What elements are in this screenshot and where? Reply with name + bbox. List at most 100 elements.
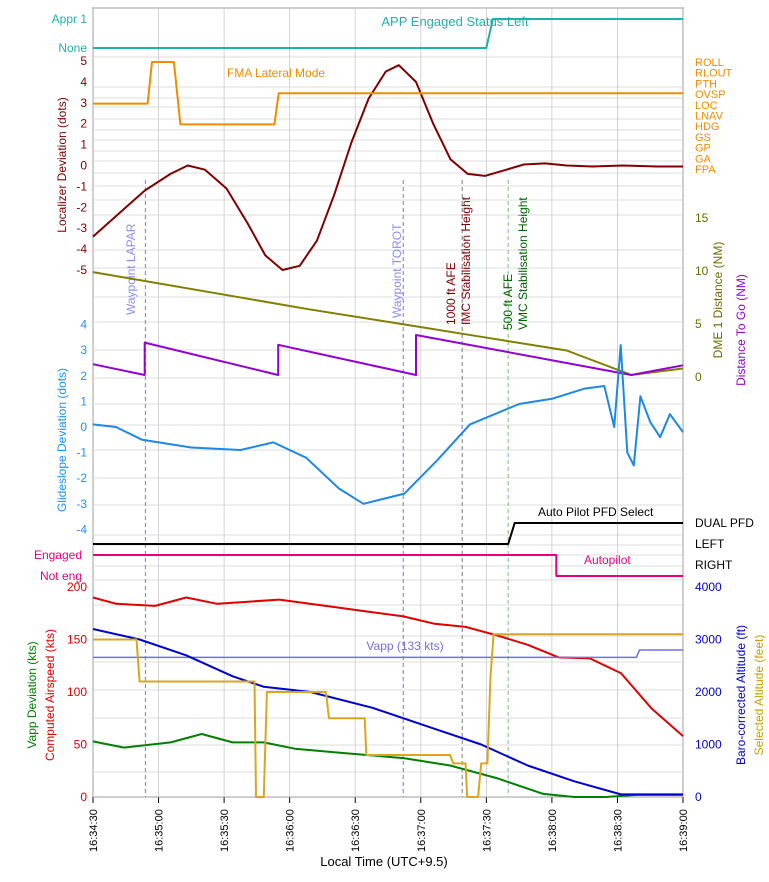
fma-mode-tick: GP — [695, 143, 711, 155]
gs-tick: 2 — [80, 369, 87, 383]
cas-axis-title: Computed Airspeed (kts) — [43, 629, 57, 761]
altitude-tick: 4000 — [695, 580, 722, 594]
x-tick-label: 16:37:00 — [416, 809, 428, 852]
fma-label: FMA Lateral Mode — [227, 66, 325, 80]
altitude-tick: 1000 — [695, 738, 722, 752]
fma-mode-tick: PTH — [695, 78, 717, 90]
fma-mode-tick: LNAV — [695, 111, 724, 123]
x-tick-label: 16:35:30 — [219, 809, 231, 852]
loc-axis-title: Localizer Deviation (dots) — [55, 97, 69, 232]
loc-tick: 3 — [80, 96, 87, 110]
gs-tick: 4 — [80, 318, 87, 332]
gs-tick: 3 — [80, 343, 87, 357]
altitude-tick: 0 — [695, 790, 702, 804]
marker-label: 500 ft AFE — [501, 274, 515, 330]
x-axis-title: Local Time (UTC+9.5) — [320, 854, 448, 869]
speed-tick: 200 — [67, 580, 87, 594]
plot-frame — [92, 7, 684, 798]
fma-mode-tick: ROLL — [695, 57, 724, 69]
ap-pfd-label: Auto Pilot PFD Select — [538, 505, 654, 519]
loc-tick: 1 — [80, 138, 87, 152]
x-tick-label: 16:39:00 — [678, 809, 690, 852]
dme-tick: 0 — [695, 370, 702, 384]
computed-airspeed-line — [92, 596, 684, 737]
loc-tick: -5 — [76, 263, 87, 277]
baro-altitude-line — [92, 628, 683, 796]
dtg-axis-title: Distance To Go (NM) — [734, 274, 748, 386]
app-status-line — [93, 18, 683, 49]
event-markers: Waypoint LAPAR Waypoint TOROT 1000 ft AFE I… — [124, 180, 530, 797]
marker-label: 1000 ft AFE — [444, 262, 458, 325]
speed-tick: 0 — [80, 790, 87, 804]
localizer-line — [92, 64, 683, 271]
pfd-tick: RIGHT — [695, 558, 733, 572]
gs-axis-title: Glideslope Deviation (dots) — [55, 368, 69, 512]
vapp-line — [93, 649, 683, 659]
fma-mode-tick: GA — [695, 153, 712, 165]
loc-tick: -1 — [76, 179, 87, 193]
x-tick-label: 16:34:30 — [88, 809, 100, 852]
fma-lateral-line — [93, 61, 683, 126]
x-tick-label: 16:36:00 — [285, 809, 297, 852]
speed-tick: 150 — [67, 633, 87, 647]
ap-pfd-select-line — [93, 522, 683, 545]
gs-tick: -3 — [76, 497, 87, 511]
glideslope-line — [92, 344, 684, 505]
speed-tick: 100 — [67, 685, 87, 699]
fma-mode-tick: LOC — [695, 100, 718, 112]
app-status-tick: Appr 1 — [52, 12, 88, 26]
marker-label: Waypoint TOROT — [390, 223, 404, 318]
loc-tick: 5 — [80, 54, 87, 68]
altitude-tick: 2000 — [695, 685, 722, 699]
dme-tick: 10 — [695, 264, 709, 278]
dme-tick: 5 — [695, 317, 702, 331]
distance-to-go-line — [92, 334, 684, 376]
loc-tick: 2 — [80, 117, 87, 131]
loc-tick: 4 — [80, 75, 87, 89]
gs-tick: -1 — [76, 446, 87, 460]
grid: 16:34:30 16:35:00 16:35:30 16:36:00 16:36:30… — [88, 7, 690, 852]
app-status-tick: None — [58, 41, 87, 55]
app-status-label: APP Engaged Status Left — [381, 14, 529, 29]
selected-altitude-line — [93, 633, 683, 798]
fma-mode-tick: RLOUT — [695, 68, 733, 80]
gs-tick: -4 — [76, 522, 87, 536]
labels: Local Time (UTC+9.5) — [320, 854, 448, 869]
dme-axis-title: DME 1 Distance (NM) — [711, 242, 725, 359]
x-tick-label: 16:37:30 — [481, 809, 493, 852]
speed-tick: 50 — [74, 738, 88, 752]
loc-tick: -2 — [76, 200, 87, 214]
gs-tick: 0 — [80, 420, 87, 434]
marker-label: Waypoint LAPAR — [124, 223, 138, 315]
x-tick-label: 16:35:00 — [154, 809, 166, 852]
loc-tick: -4 — [76, 242, 87, 256]
x-tick-label: 16:38:30 — [612, 809, 624, 852]
fma-mode-tick: OVSP — [695, 89, 726, 101]
pfd-tick: DUAL PFD — [695, 516, 754, 530]
dme-distance-line — [92, 271, 684, 376]
altitude-tick: 3000 — [695, 633, 722, 647]
gs-tick: -2 — [76, 471, 87, 485]
dme-tick: 15 — [695, 211, 709, 225]
vapp-dev-axis-title: Vapp Deviation (kts) — [25, 641, 39, 748]
loc-tick: -3 — [76, 221, 87, 235]
loc-tick: 0 — [80, 159, 87, 173]
marker-label: VMC Stabilisation Height — [516, 197, 530, 330]
vapp-label: Vapp (133 kts) — [366, 639, 443, 653]
x-tick-label: 16:38:00 — [547, 809, 559, 852]
fma-mode-tick: GS — [695, 132, 711, 144]
autopilot-line — [93, 554, 683, 577]
pfd-tick: LEFT — [695, 537, 725, 551]
fma-mode-tick: HDG — [695, 121, 719, 133]
autopilot-label: Autopilot — [584, 553, 631, 567]
x-tick-label: 16:36:30 — [350, 809, 362, 852]
marker-label: IMC Stabilisation Height — [459, 196, 473, 325]
fma-mode-tick: FPA — [695, 164, 716, 176]
autopilot-tick: Engaged — [34, 548, 82, 562]
autopilot-tick: Not eng — [40, 569, 82, 583]
baro-alt-axis-title: Baro-corrected Altitude (ft) — [734, 625, 748, 765]
sel-alt-axis-title: Selected Altitude (feet) — [752, 635, 766, 756]
